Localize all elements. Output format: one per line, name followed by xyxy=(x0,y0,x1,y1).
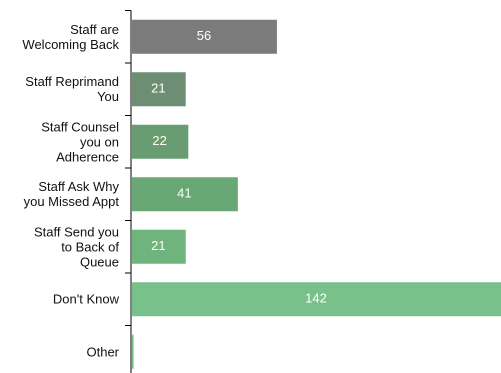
value-label: 21 xyxy=(151,238,165,253)
value-label: 56 xyxy=(197,28,211,43)
value-label: 22 xyxy=(152,133,166,148)
category-label: Staff Counsel you on Adherence xyxy=(41,119,119,165)
value-label: 21 xyxy=(151,81,165,96)
bar xyxy=(132,19,277,54)
value-label: 142 xyxy=(305,291,327,306)
bar xyxy=(132,124,189,159)
category-label: Other xyxy=(86,344,119,360)
category-label: Staff are Welcoming Back xyxy=(22,21,119,52)
category-label: Don't Know xyxy=(52,291,119,307)
category-label: Staff Reprimand You xyxy=(25,74,119,105)
category-label: Staff Ask Why you Missed Appt xyxy=(23,179,119,210)
bar xyxy=(132,229,186,264)
bar xyxy=(132,282,501,317)
bar xyxy=(132,72,186,107)
bar xyxy=(132,334,134,369)
bar xyxy=(132,177,238,212)
value-label: 41 xyxy=(177,186,191,201)
category-label: Staff Send you to Back of Queue xyxy=(33,224,119,270)
